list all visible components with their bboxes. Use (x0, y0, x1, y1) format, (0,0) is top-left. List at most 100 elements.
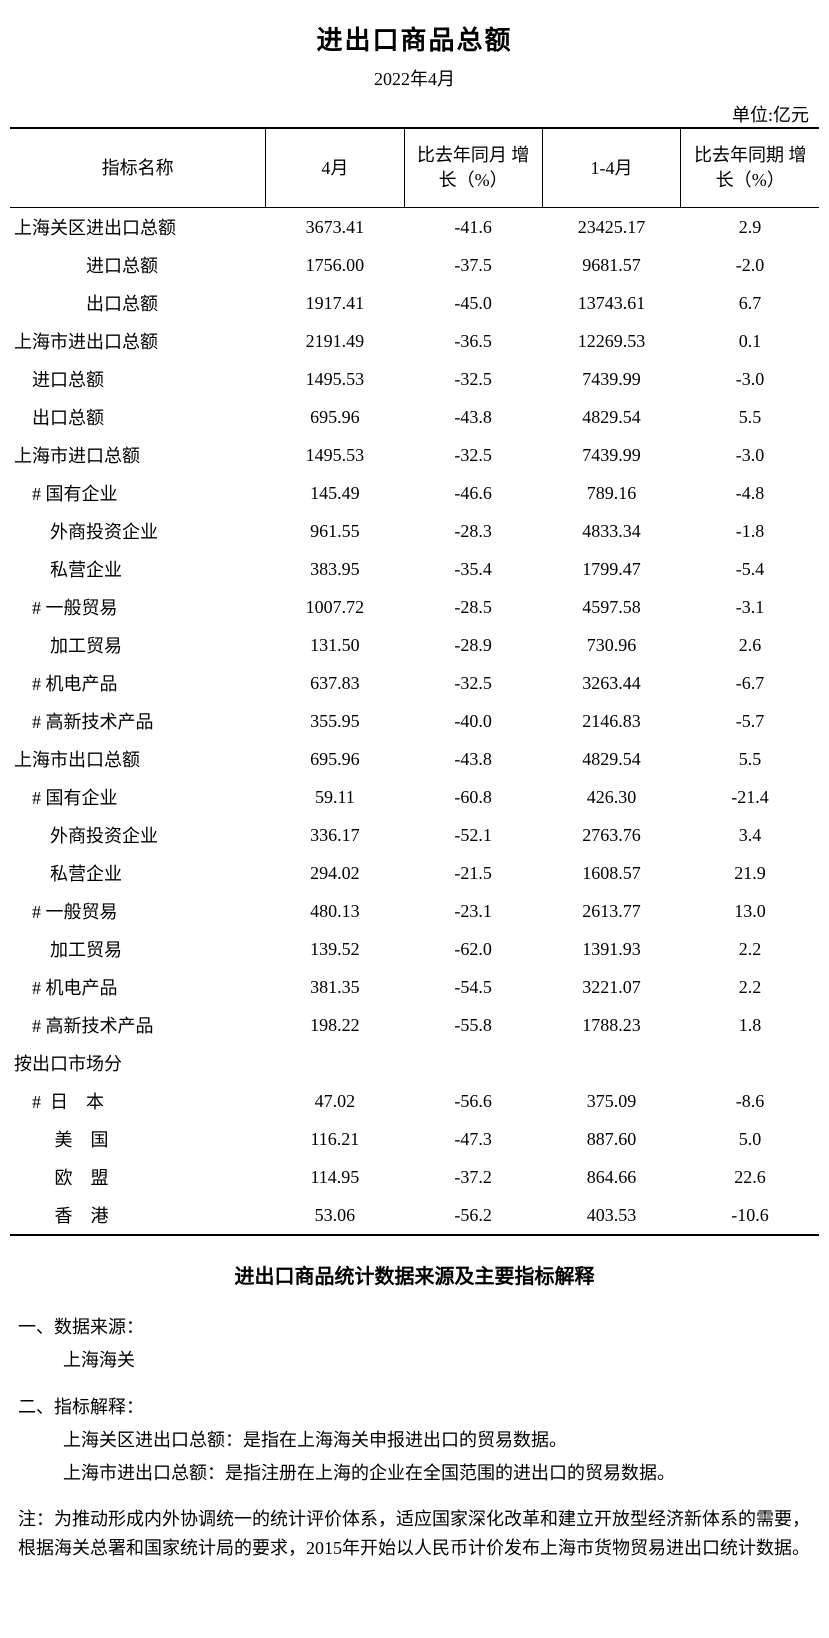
cell-value: -28.5 (404, 588, 542, 626)
cell-value: -54.5 (404, 968, 542, 1006)
cell-value: -56.6 (404, 1082, 542, 1120)
cell-value: 383.95 (266, 550, 404, 588)
cell-value: 375.09 (542, 1082, 681, 1120)
cell-value: 0.1 (681, 322, 819, 360)
cell-value: 2763.76 (542, 816, 681, 854)
table-row: 加工贸易139.52-62.01391.932.2 (10, 930, 819, 968)
cell-value: -55.8 (404, 1006, 542, 1044)
cell-indicator: # 机电产品 (10, 664, 266, 702)
table-row: 私营企业294.02-21.51608.5721.9 (10, 854, 819, 892)
cell-value: 887.60 (542, 1120, 681, 1158)
cell-indicator: 进口总额 (10, 246, 266, 284)
cell-value: -37.5 (404, 246, 542, 284)
cell-indicator: 欧 盟 (10, 1158, 266, 1196)
table-row: # 高新技术产品355.95-40.02146.83-5.7 (10, 702, 819, 740)
cell-value: 961.55 (266, 512, 404, 550)
cell-value: 23425.17 (542, 208, 681, 247)
cell-value: 730.96 (542, 626, 681, 664)
cell-indicator: 加工贸易 (10, 930, 266, 968)
table-header-row: 指标名称 4月 比去年同月 增长（%） 1-4月 比去年同期 增长（%） (10, 128, 819, 208)
cell-value: 2.2 (681, 930, 819, 968)
cell-value: 2.2 (681, 968, 819, 1006)
cell-value: 9681.57 (542, 246, 681, 284)
cell-value (681, 1044, 819, 1082)
cell-value: 5.5 (681, 740, 819, 778)
cell-indicator: # 一般贸易 (10, 588, 266, 626)
cell-value (404, 1044, 542, 1082)
cell-value: -32.5 (404, 664, 542, 702)
cell-value: 1917.41 (266, 284, 404, 322)
cell-indicator: 上海市出口总额 (10, 740, 266, 778)
table-row: 进口总额1495.53-32.57439.99-3.0 (10, 360, 819, 398)
cell-value: -28.9 (404, 626, 542, 664)
cell-indicator: # 日 本 (10, 1082, 266, 1120)
cell-value: -36.5 (404, 322, 542, 360)
cell-value: 695.96 (266, 398, 404, 436)
cell-indicator: # 国有企业 (10, 778, 266, 816)
table-row: 出口总额1917.41-45.013743.616.7 (10, 284, 819, 322)
cell-value: -60.8 (404, 778, 542, 816)
cell-value: -21.5 (404, 854, 542, 892)
cell-value: 2.9 (681, 208, 819, 247)
table-body: 上海关区进出口总额3673.41-41.623425.172.9 进口总额175… (10, 208, 819, 1236)
cell-value: 789.16 (542, 474, 681, 512)
cell-indicator: 出口总额 (10, 398, 266, 436)
cell-value: 426.30 (542, 778, 681, 816)
cell-value: 7439.99 (542, 436, 681, 474)
table-row: 加工贸易131.50-28.9730.962.6 (10, 626, 819, 664)
table-row: 外商投资企业961.55-28.34833.34-1.8 (10, 512, 819, 550)
cell-value: -10.6 (681, 1196, 819, 1235)
cell-value: 7439.99 (542, 360, 681, 398)
cell-value: -45.0 (404, 284, 542, 322)
cell-value: -46.6 (404, 474, 542, 512)
cell-value: 21.9 (681, 854, 819, 892)
cell-value: -41.6 (404, 208, 542, 247)
cell-value: 139.52 (266, 930, 404, 968)
unit-label: 单位:亿元 (10, 101, 819, 127)
cell-value: 637.83 (266, 664, 404, 702)
cell-value: 13.0 (681, 892, 819, 930)
cell-indicator: 美 国 (10, 1120, 266, 1158)
cell-indicator: # 高新技术产品 (10, 702, 266, 740)
cell-value: 12269.53 (542, 322, 681, 360)
cell-value: 3263.44 (542, 664, 681, 702)
table-row: 上海市进出口总额2191.49-36.512269.530.1 (10, 322, 819, 360)
cell-value: 3221.07 (542, 968, 681, 1006)
cell-value: -3.1 (681, 588, 819, 626)
cell-indicator: 外商投资企业 (10, 512, 266, 550)
cell-value: 2613.77 (542, 892, 681, 930)
cell-indicator: 外商投资企业 (10, 816, 266, 854)
cell-indicator: 上海市进出口总额 (10, 322, 266, 360)
cell-value: -28.3 (404, 512, 542, 550)
cell-value: 6.7 (681, 284, 819, 322)
cell-value: 4829.54 (542, 740, 681, 778)
table-row: # 一般贸易1007.72-28.54597.58-3.1 (10, 588, 819, 626)
cell-value: 5.5 (681, 398, 819, 436)
table-row: 外商投资企业336.17-52.12763.763.4 (10, 816, 819, 854)
page-title: 进出口商品总额 (10, 20, 819, 57)
cell-value: -3.0 (681, 360, 819, 398)
cell-value: 114.95 (266, 1158, 404, 1196)
cell-indicator: # 机电产品 (10, 968, 266, 1006)
cell-indicator: 按出口市场分 (10, 1044, 266, 1082)
cell-value: -4.8 (681, 474, 819, 512)
cell-value: 480.13 (266, 892, 404, 930)
cell-value: -56.2 (404, 1196, 542, 1235)
col-mom-growth: 比去年同月 增长（%） (404, 128, 542, 208)
explain-2: 上海市进出口总额：是指注册在上海的企业在全国范围的进出口的贸易数据。 (18, 1459, 811, 1488)
footnote: 注：为推动形成内外协调统一的统计评价体系，适应国家深化改革和建立开放型经济新体系… (18, 1505, 811, 1563)
cell-value: -32.5 (404, 436, 542, 474)
table-row: # 机电产品637.83-32.53263.44-6.7 (10, 664, 819, 702)
cell-value: -43.8 (404, 740, 542, 778)
cell-value: 1799.47 (542, 550, 681, 588)
cell-indicator: 上海关区进出口总额 (10, 208, 266, 247)
notes-block: 一、数据来源： 上海海关 二、指标解释： 上海关区进出口总额：是指在上海海关申报… (10, 1313, 819, 1563)
col-yoy-growth: 比去年同期 增长（%） (681, 128, 819, 208)
cell-value: -5.4 (681, 550, 819, 588)
cell-value: -47.3 (404, 1120, 542, 1158)
cell-value: 5.0 (681, 1120, 819, 1158)
table-row: 香 港53.06-56.2403.53-10.6 (10, 1196, 819, 1235)
cell-value (266, 1044, 404, 1082)
explain-1: 上海关区进出口总额：是指在上海海关申报进出口的贸易数据。 (18, 1426, 811, 1455)
cell-value: -21.4 (681, 778, 819, 816)
